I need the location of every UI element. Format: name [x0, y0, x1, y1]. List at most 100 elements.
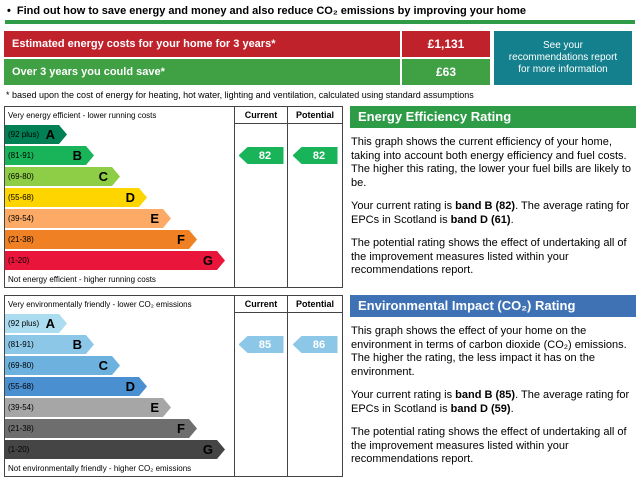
environment-band-d: (55-68) D [5, 377, 147, 396]
band-letter: G [202, 253, 213, 268]
green-divider [5, 20, 635, 24]
energy-bottom-label: Not energy efficient - higher running co… [8, 275, 156, 284]
environment-chart-header: Very environmentally friendly - lower CO… [5, 296, 342, 313]
energy-paragraph-2: Your current rating is band B (82). The … [351, 200, 630, 226]
band-letter: E [150, 211, 159, 226]
environment-paragraph-1: This graph shows the effect of your home… [351, 325, 627, 378]
band-range-label: (69-80) [8, 172, 34, 181]
energy-band-e: (39-54) E [5, 209, 171, 228]
environment-band-b: (81-91) B [5, 335, 94, 354]
environment-section: Very environmentally friendly - lower CO… [4, 295, 636, 477]
environment-band-row: (21-38) F [5, 418, 342, 439]
environment-paragraph-2: Your current rating is band B (85). The … [351, 389, 630, 415]
environment-band-row: (92 plus) A [5, 313, 342, 334]
band-range-label: (81-91) [8, 151, 34, 160]
environment-band-f: (21-38) F [5, 419, 197, 438]
band-letter: F [177, 421, 185, 436]
environment-rating-chart: Very environmentally friendly - lower CO… [4, 295, 343, 477]
environment-band-row: (69-80) C [5, 355, 342, 376]
energy-top-label: Very energy efficient - lower running co… [8, 111, 157, 120]
band-range-label: (81-91) [8, 340, 34, 349]
environment-bottom-label: Not environmentally friendly - higher CO… [8, 464, 192, 473]
environment-paragraph-3: The potential rating shows the effect of… [351, 426, 627, 465]
energy-current-rating-arrow: 82 [238, 147, 284, 164]
page-heading: • Find out how to save energy and money a… [4, 3, 636, 18]
energy-band-f: (21-38) F [5, 230, 197, 249]
environment-potential-rating-arrow: 86 [292, 336, 338, 353]
environment-band-row: (81-91) B 85 86 [5, 334, 342, 355]
environment-top-label: Very environmentally friendly - lower CO… [8, 300, 192, 309]
band-letter: A [45, 127, 55, 142]
energy-band-c: (69-80) C [5, 167, 120, 186]
band-range-label: (92 plus) [8, 130, 40, 139]
energy-band-row: (55-68) D [5, 187, 342, 208]
energy-potential-rating-arrow: 82 [292, 147, 338, 164]
energy-current-band-text: band B (82) [455, 200, 516, 212]
energy-band-row: (69-80) C [5, 166, 342, 187]
environment-current-rating-arrow: 85 [238, 336, 284, 353]
band-letter: D [125, 379, 135, 394]
environment-band-g: (1-20) G [5, 440, 225, 459]
band-letter: G [202, 442, 213, 457]
environment-band-row: (55-68) D [5, 376, 342, 397]
energy-band-b: (81-91) B [5, 146, 94, 165]
environment-band-row: (1-20) G [5, 439, 342, 460]
band-range-label: (92 plus) [8, 319, 40, 328]
band-range-label: (39-54) [8, 403, 34, 412]
energy-panel-title: Energy Efficiency Rating [350, 106, 636, 128]
energy-band-g: (1-20) G [5, 251, 225, 270]
page-heading-text: Find out how to save energy and money an… [16, 5, 527, 17]
costs-table: Estimated energy costs for your home for… [4, 31, 636, 85]
band-range-label: (21-38) [8, 235, 34, 244]
environment-band-e: (39-54) E [5, 398, 171, 417]
band-range-label: (69-80) [8, 361, 34, 370]
potential-column-header: Potential [287, 107, 342, 124]
energy-band-row: (1-20) G [5, 250, 342, 271]
band-range-label: (1-20) [8, 256, 30, 265]
band-letter: C [98, 358, 108, 373]
assumptions-footnote: * based upon the cost of energy for heat… [6, 90, 474, 100]
energy-chart-header: Very energy efficient - lower running co… [5, 107, 342, 124]
energy-band-row: (81-91) B 82 82 [5, 145, 342, 166]
environment-band-row: (39-54) E [5, 397, 342, 418]
savings-label: Over 3 years you could save* [4, 59, 400, 85]
band-letter: B [72, 148, 82, 163]
band-range-label: (21-38) [8, 424, 34, 433]
energy-chart-footer: Not energy efficient - higher running co… [5, 271, 342, 287]
band-letter: B [72, 337, 82, 352]
band-letter: F [177, 232, 185, 247]
band-range-label: (55-68) [8, 193, 34, 202]
energy-band-row: (21-38) F [5, 229, 342, 250]
band-range-label: (55-68) [8, 382, 34, 391]
current-column-header: Current [234, 296, 287, 313]
recommendations-note: See your recommendations report for more… [494, 31, 632, 85]
estimated-costs-label: Estimated energy costs for your home for… [4, 31, 400, 57]
energy-band-row: (92 plus) A [5, 124, 342, 145]
energy-section: Very energy efficient - lower running co… [4, 106, 636, 288]
energy-band-a: (92 plus) A [5, 125, 67, 144]
band-letter: D [125, 190, 135, 205]
bullet-icon: • [7, 5, 11, 17]
potential-column-header: Potential [287, 296, 342, 313]
current-column-header: Current [234, 107, 287, 124]
energy-paragraph-3: The potential rating shows the effect of… [351, 237, 627, 276]
environment-panel-title: Environmental Impact (CO₂) Rating [350, 295, 636, 317]
environment-info-panel: Environmental Impact (CO₂) Rating This g… [350, 295, 636, 477]
environment-average-band-text: band D (59) [450, 402, 511, 415]
environment-band-a: (92 plus) A [5, 314, 67, 333]
environment-band-c: (69-80) C [5, 356, 120, 375]
band-range-label: (39-54) [8, 214, 34, 223]
savings-value: £63 [402, 59, 490, 85]
energy-band-d: (55-68) D [5, 188, 147, 207]
band-letter: C [98, 169, 108, 184]
environment-current-band-text: band B (85) [455, 389, 516, 401]
band-letter: A [45, 316, 55, 331]
band-letter: E [150, 400, 159, 415]
energy-info-panel: Energy Efficiency Rating This graph show… [350, 106, 636, 288]
energy-paragraph-1: This graph shows the current efficiency … [351, 136, 632, 189]
energy-band-row: (39-54) E [5, 208, 342, 229]
energy-average-band-text: band D (61) [450, 213, 511, 226]
estimated-costs-value: £1,131 [402, 31, 490, 57]
energy-rating-chart: Very energy efficient - lower running co… [4, 106, 343, 288]
